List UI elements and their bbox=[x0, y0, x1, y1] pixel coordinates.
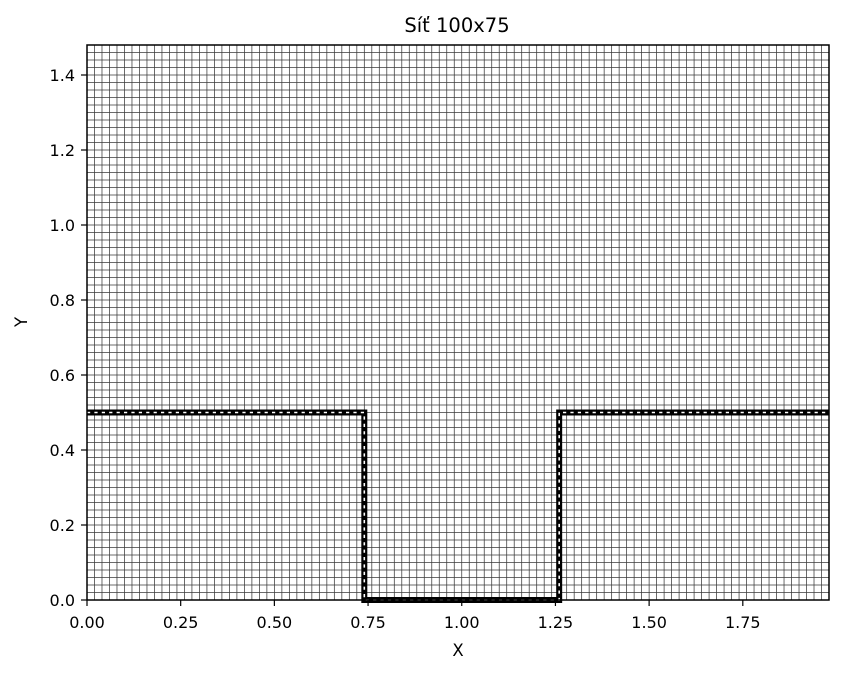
x-tick-label: 1.50 bbox=[631, 613, 667, 632]
x-axis-label: X bbox=[452, 641, 463, 660]
plot-frame bbox=[86, 44, 830, 601]
x-tick-label: 0.75 bbox=[350, 613, 386, 632]
x-tick-label: 0.00 bbox=[69, 613, 105, 632]
y-tick-label: 1.0 bbox=[50, 216, 75, 235]
y-tick-label: 0.4 bbox=[50, 441, 75, 460]
boundary-line-dashes bbox=[87, 411, 829, 601]
chart-title: Síť 100x75 bbox=[404, 14, 509, 37]
boundary-layer bbox=[87, 409, 829, 603]
x-axis: 0.00 0.25 0.50 0.75 1.00 1.25 1.50 1.75 bbox=[69, 600, 761, 632]
y-tick-label: 1.4 bbox=[50, 66, 75, 85]
y-tick-label: 0.6 bbox=[50, 366, 75, 385]
x-tick-label: 0.25 bbox=[163, 613, 199, 632]
x-tick-label: 1.00 bbox=[444, 613, 480, 632]
y-tick-label: 1.2 bbox=[50, 141, 75, 160]
boundary-line bbox=[87, 409, 829, 603]
y-tick-label: 0.0 bbox=[50, 591, 75, 610]
x-tick-label: 1.75 bbox=[725, 613, 761, 632]
y-tick-label: 0.2 bbox=[50, 516, 75, 535]
mesh-grid bbox=[86, 44, 830, 601]
y-axis: 0.0 0.2 0.4 0.6 0.8 1.0 1.2 1.4 bbox=[50, 66, 87, 610]
x-tick-label: 0.50 bbox=[257, 613, 293, 632]
x-tick-label: 1.25 bbox=[538, 613, 574, 632]
y-tick-label: 0.8 bbox=[50, 291, 75, 310]
y-axis-label: Y bbox=[12, 316, 31, 328]
